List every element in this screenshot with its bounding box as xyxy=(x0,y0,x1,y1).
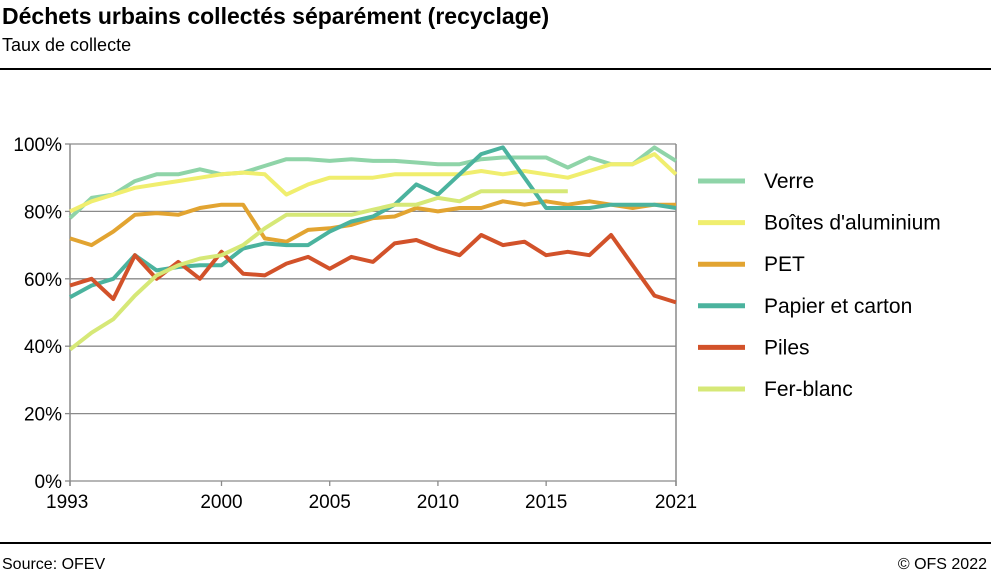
legend-label: Papier et carton xyxy=(764,295,912,318)
x-tick-label: 2000 xyxy=(200,492,242,513)
source-note: Source: OFEV xyxy=(2,556,106,573)
chart-subtitle: Taux de collecte xyxy=(2,35,132,55)
x-tick-label: 2010 xyxy=(417,492,459,513)
bottom-rule xyxy=(0,542,991,544)
legend-label: Verre xyxy=(764,170,814,193)
y-tick-label: 20% xyxy=(24,405,62,426)
series-line-fer-blanc xyxy=(68,189,568,352)
x-tick-label: 2015 xyxy=(525,492,567,513)
series-line-bo-tes-d-aluminium xyxy=(69,152,678,214)
legend-label: Boîtes d'aluminium xyxy=(764,212,941,235)
legend-label: PET xyxy=(764,253,805,276)
y-tick-label: 100% xyxy=(13,135,62,156)
x-tick-label: 2005 xyxy=(309,492,351,513)
x-tick-label: 1993 xyxy=(46,492,88,513)
top-rule xyxy=(0,68,991,70)
x-tick-label: 2021 xyxy=(655,492,697,513)
copyright: © OFS 2022 xyxy=(897,556,987,573)
chart-title: Déchets urbains collectés séparément (re… xyxy=(2,3,550,29)
y-tick-label: 80% xyxy=(24,202,62,223)
y-tick-label: 40% xyxy=(24,337,62,358)
y-tick-label: 60% xyxy=(24,270,62,291)
y-tick-label: 0% xyxy=(35,472,63,493)
legend-label: Piles xyxy=(764,336,810,359)
series-line-verre xyxy=(68,145,678,220)
legend-label: Fer-blanc xyxy=(764,378,853,401)
